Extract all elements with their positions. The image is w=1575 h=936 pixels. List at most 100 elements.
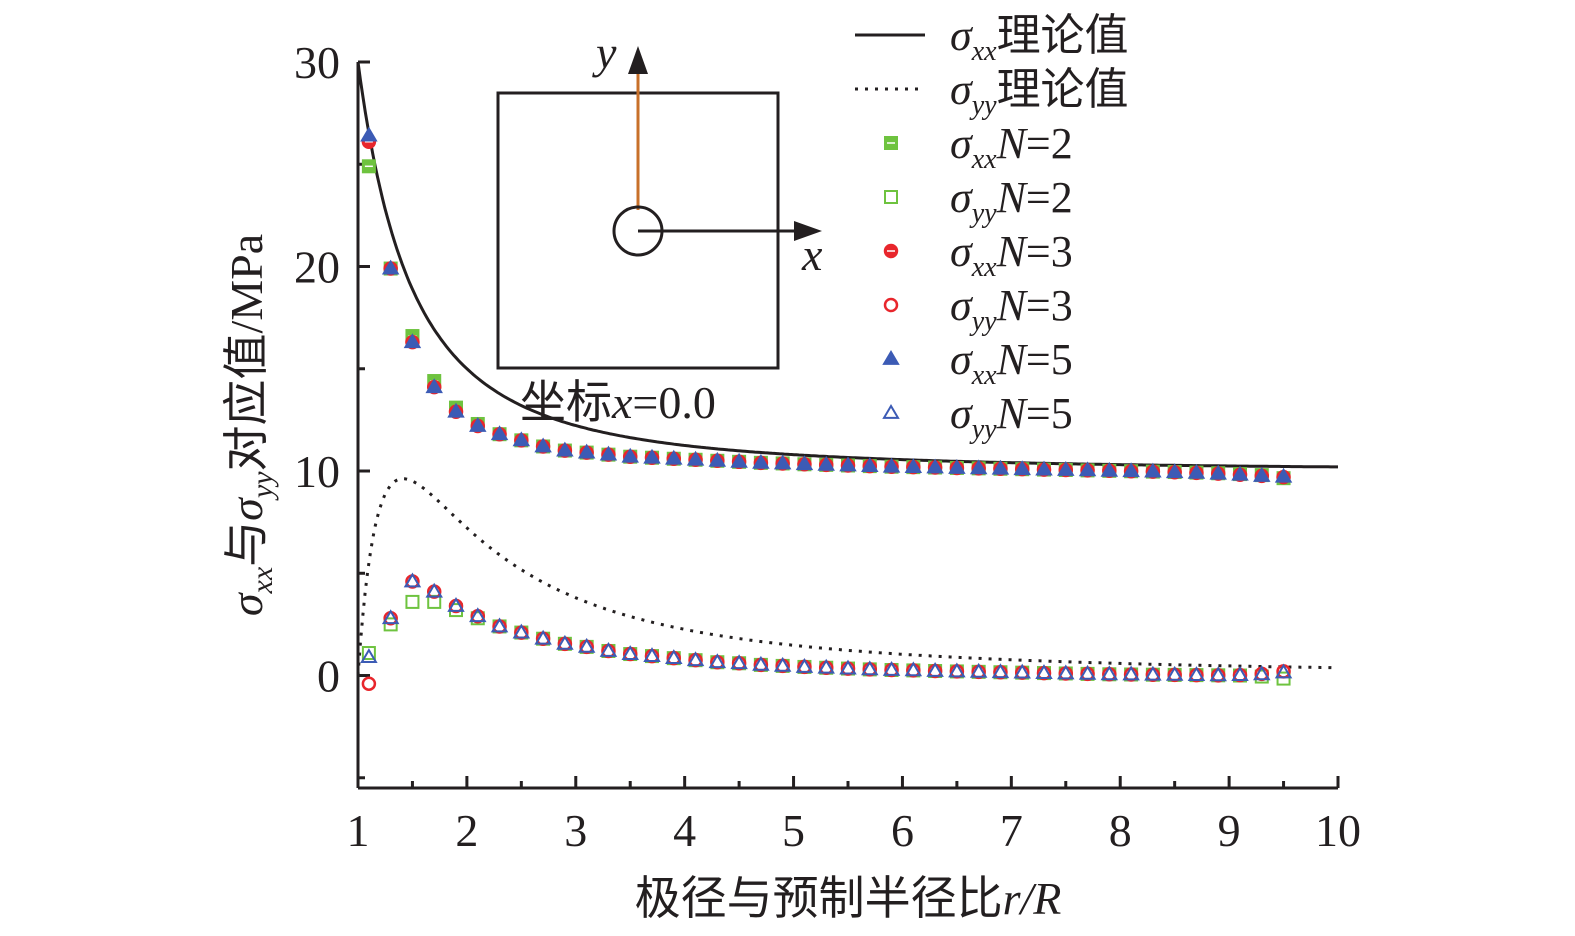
legend-sigma: σ (950, 65, 974, 114)
legend-subscript: yy (969, 198, 997, 229)
data-point (665, 449, 683, 465)
data-point (861, 660, 879, 676)
data-point (1100, 461, 1119, 477)
data-point (599, 445, 618, 461)
data-point (490, 617, 509, 633)
inset-y-arrowhead (628, 46, 648, 74)
x-axis-title: 极径与预制半径比r/R (635, 873, 1062, 924)
legend-sigma: σ (950, 335, 974, 384)
inset-x-label: x (801, 229, 823, 280)
data-point (773, 454, 792, 470)
y-tick-label: 20 (294, 242, 340, 293)
legend-subscript: xx (971, 252, 997, 283)
data-point (1209, 464, 1227, 480)
inset-caption-value: =0.0 (632, 377, 715, 428)
legend-var: N (996, 335, 1029, 384)
data-point (817, 658, 835, 674)
legend-subscript: yy (969, 306, 997, 337)
x-tick-label: 6 (891, 805, 914, 856)
data-point (991, 459, 1010, 475)
y-title-sub-xx: xx (246, 566, 279, 594)
legend-sigma: σ (950, 173, 974, 222)
data-point (686, 450, 705, 466)
legend-sigma: σ (950, 11, 974, 60)
x-axis-title-prefix: 极径与预制半径比 (635, 873, 1003, 924)
data-point (1122, 462, 1140, 478)
legend-label: σxxN=3 (950, 227, 1073, 283)
data-point (360, 648, 378, 664)
y-title-sigma-2: σ (221, 496, 272, 521)
data-point (686, 651, 705, 667)
x-tick-label: 2 (455, 805, 478, 856)
data-point (361, 676, 377, 691)
data-point (861, 457, 879, 473)
inset-diagram: y x 坐标x=0.0 (496, 27, 823, 428)
y-title-and: 与 (221, 521, 272, 567)
legend-marker (882, 404, 900, 419)
data-point (969, 459, 988, 475)
y-tick-label: 10 (294, 446, 340, 497)
y-tick-label: 0 (317, 651, 340, 702)
legend-var: N (996, 281, 1029, 330)
data-point (730, 654, 748, 670)
legend-label: σxxN=2 (950, 119, 1073, 175)
data-point (1231, 666, 1249, 682)
data-point (1078, 461, 1097, 477)
legend-label: σxxN=5 (950, 335, 1073, 391)
legend-sigma: σ (950, 281, 974, 330)
data-point (469, 417, 487, 432)
data-point (752, 453, 770, 469)
data-point (534, 437, 552, 453)
legend-entry-6: σxxN=5 (882, 335, 1073, 391)
data-point (708, 451, 727, 467)
data-point (1122, 665, 1140, 681)
legend: σxx理论值σyy理论值σxxN=2σyyN=2σxxN=3σyyN=3σxxN… (855, 11, 1129, 445)
legend-text: =5 (1026, 389, 1073, 438)
inset-caption-prefix: 坐标 (520, 377, 612, 428)
y-tick-label: 30 (294, 37, 340, 88)
data-point (1078, 664, 1097, 680)
data-point (381, 609, 400, 625)
series-5 (360, 572, 1293, 682)
legend-var: N (996, 173, 1029, 222)
data-point (447, 402, 465, 418)
data-point (490, 425, 509, 441)
data-point (1165, 665, 1184, 681)
y-title-rest: 对应值/MPa (221, 234, 272, 472)
legend-sigma: σ (950, 227, 974, 276)
legend-subscript: yy (969, 90, 997, 121)
data-point (447, 597, 465, 612)
data-point (403, 572, 422, 588)
data-point (1187, 666, 1206, 682)
legend-entry-0: σxx理论值 (855, 11, 1129, 67)
data-point (948, 458, 966, 474)
data-point (1013, 663, 1031, 679)
legend-label: σxx理论值 (950, 11, 1129, 67)
data-point (773, 656, 792, 672)
data-point (621, 447, 639, 463)
data-point (405, 594, 420, 609)
data-point (1165, 463, 1184, 479)
legend-sigma: σ (950, 389, 974, 438)
legend-subscript: yy (969, 414, 997, 445)
data-point (360, 126, 378, 142)
data-point (817, 455, 835, 471)
legend-entry-7: σyyN=5 (882, 389, 1073, 445)
sigma-yy-theory-line (356, 477, 1338, 676)
legend-text: =2 (1026, 173, 1073, 222)
data-point (512, 431, 531, 447)
legend-subscript: xx (971, 36, 997, 67)
legend-subscript: xx (971, 360, 997, 391)
data-point (926, 662, 944, 677)
x-tick-label: 7 (1000, 805, 1023, 856)
legend-entry-4: σxxN=3 (883, 227, 1073, 283)
data-point (1231, 465, 1249, 481)
legend-label: σyyN=3 (950, 281, 1073, 337)
data-point (1100, 665, 1119, 681)
legend-entry-2: σxxN=2 (884, 119, 1073, 175)
data-points (360, 126, 1293, 691)
data-point (577, 637, 596, 653)
data-point (1144, 462, 1162, 478)
data-point (882, 457, 901, 473)
x-tick-label: 4 (673, 805, 696, 856)
